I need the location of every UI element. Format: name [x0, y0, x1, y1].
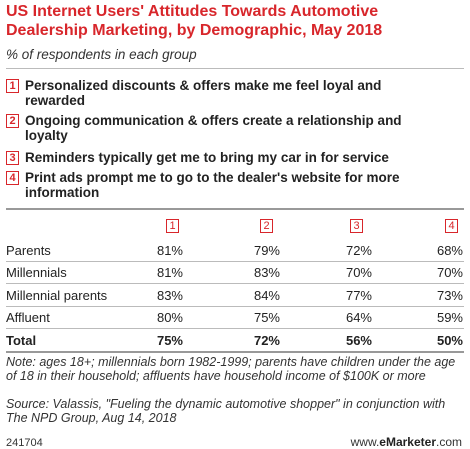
legend-item: 4 Print ads prompt me to go to the dealer…: [6, 170, 466, 200]
cell-value: 72%: [345, 243, 372, 258]
row-label: Millennials: [6, 265, 67, 280]
legend-label: Ongoing communication & offers create a …: [25, 113, 402, 143]
chart-id: 241704: [6, 437, 43, 449]
source: Source: Valassis, "Fueling the dynamic a…: [6, 397, 446, 425]
legend-key: 4: [6, 171, 19, 185]
divider: [6, 208, 464, 210]
legend-item: 3 Reminders typically get me to bring my …: [6, 150, 466, 165]
cell-value: 77%: [345, 288, 372, 303]
legend-label: Personalized discounts & offers make me …: [25, 78, 382, 108]
cell-value: 70%: [436, 265, 463, 280]
row-label: Parents: [6, 243, 51, 258]
note: Note: ages 18+; millennials born 1982-19…: [6, 355, 456, 383]
cell-value: 72%: [253, 333, 280, 348]
row-divider: [6, 328, 464, 329]
legend-label: Reminders typically get me to bring my c…: [25, 150, 389, 165]
legend-key: 1: [6, 79, 19, 93]
divider: [6, 68, 464, 69]
column-key: 2: [260, 219, 273, 233]
cell-value: 59%: [436, 310, 463, 325]
cell-value: 50%: [436, 333, 463, 348]
cell-value: 70%: [345, 265, 372, 280]
logo: www.eMarketer.com: [351, 435, 462, 449]
cell-value: 73%: [436, 288, 463, 303]
row-label: Millennial parents: [6, 288, 108, 303]
cell-value: 56%: [345, 333, 372, 348]
cell-value: 83%: [156, 288, 183, 303]
cell-value: 81%: [156, 265, 183, 280]
cell-value: 84%: [253, 288, 280, 303]
title: US Internet Users' Attitudes Towards Aut…: [6, 3, 383, 39]
column-key: 1: [166, 219, 179, 233]
cell-value: 68%: [436, 243, 463, 258]
cell-value: 75%: [156, 333, 183, 348]
column-key: 4: [445, 219, 458, 233]
legend-item: 1 Personalized discounts & offers make me…: [6, 78, 466, 108]
cell-value: 81%: [156, 243, 183, 258]
logo-prefix: www.: [350, 435, 380, 449]
column-key: 3: [350, 219, 363, 233]
row-divider: [6, 351, 464, 353]
row-divider: [6, 261, 464, 262]
legend-item: 2 Ongoing communication & offers create a…: [6, 113, 466, 143]
cell-value: 64%: [345, 310, 372, 325]
cell-value: 79%: [253, 243, 280, 258]
cell-value: 75%: [253, 310, 280, 325]
cell-value: 80%: [156, 310, 183, 325]
legend-key: 3: [6, 151, 19, 165]
cell-value: 83%: [253, 265, 280, 280]
row-divider: [6, 306, 464, 307]
row-label: Total: [6, 333, 37, 348]
legend-key: 2: [6, 114, 19, 128]
logo-suffix: .com: [435, 435, 462, 449]
row-divider: [6, 283, 464, 284]
logo-brand: eMarketer: [379, 435, 436, 449]
row-label: Affluent: [6, 310, 50, 325]
legend-label: Print ads prompt me to go to the dealer'…: [25, 170, 400, 200]
subtitle: % of respondents in each group: [6, 47, 197, 62]
